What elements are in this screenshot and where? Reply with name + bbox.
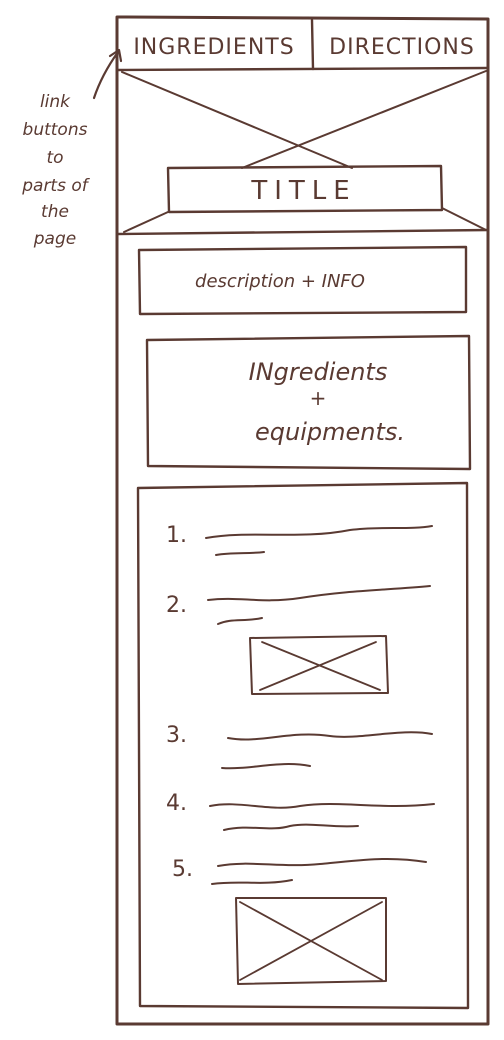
step-3-number: 3.: [166, 723, 187, 748]
page-title: TITLE: [250, 176, 356, 206]
step-5-text-line-2: [211, 879, 293, 885]
step-2-number: 2.: [166, 593, 187, 618]
step-1-text-line-2: [215, 551, 265, 556]
ingredients-plus: +: [310, 386, 327, 410]
annotation-line-3: to: [46, 148, 63, 168]
nav-center-divider: [310, 18, 315, 71]
hero-cross-line-d: [441, 207, 487, 231]
step-5-image-outline: [235, 897, 387, 985]
step-1-number: 1.: [166, 523, 187, 548]
step-5: 5.: [172, 857, 427, 985]
step-4-text-line-2: [223, 823, 359, 831]
ingredients-box-outline: [145, 334, 472, 471]
annotation-arrowhead: [108, 48, 123, 63]
hero-cross-line-b: [241, 70, 487, 169]
directions-box: 1. 2. 3. 4. 5.: [136, 481, 470, 1010]
step-1: 1.: [166, 523, 433, 556]
step-2: 2.: [166, 585, 431, 695]
annotation-line-5: the: [41, 202, 69, 222]
step-5-text-line-1: [217, 857, 427, 867]
step-4-number: 4.: [166, 791, 187, 816]
step-3-text-line-2: [221, 763, 311, 770]
step-5-image-cross-b: [239, 901, 383, 981]
step-5-number: 5.: [172, 857, 193, 882]
hero-bottom-divider: [115, 228, 490, 236]
title-box: TITLE: [166, 164, 444, 214]
hero-cross-line-a: [121, 71, 353, 169]
ingredients-box: INgredients + equipments.: [145, 334, 472, 471]
ingredients-heading: INgredients: [249, 358, 388, 386]
step-5-image-placeholder: [235, 897, 387, 985]
phone-frame: [115, 15, 490, 1026]
description-box: description + INFO: [137, 245, 468, 316]
step-2-text-line-1: [207, 585, 431, 602]
equipments-heading: equipments.: [255, 418, 405, 446]
hero-cross-line-c: [123, 211, 169, 233]
annotation-line-4: parts of: [21, 176, 91, 196]
step-2-image-outline: [249, 635, 389, 695]
step-2-image-cross-b: [259, 641, 377, 691]
step-2-image-placeholder: [249, 635, 389, 695]
step-3: 3.: [166, 723, 433, 770]
hero-image-placeholder: [115, 70, 490, 236]
ingredients-link-label: INGREDIENTS: [133, 35, 294, 60]
directions-box-outline: [136, 481, 470, 1010]
title-box-outline: [166, 164, 444, 214]
annotation-arrow: [92, 50, 120, 100]
step-1-text-line-1: [205, 525, 433, 539]
nav-bar: INGREDIENTS DIRECTIONS: [115, 18, 490, 72]
step-2-text-line-2: [217, 617, 263, 625]
annotation-line-2: buttons: [23, 120, 88, 140]
description-label: description + INFO: [195, 271, 365, 292]
annotation-line-6: page: [33, 229, 76, 249]
step-4-text-line-1: [209, 803, 435, 809]
directions-link-button[interactable]: DIRECTIONS: [314, 20, 486, 68]
nav-bottom-divider: [115, 66, 490, 72]
step-3-text-line-1: [227, 731, 433, 741]
directions-link-label: DIRECTIONS: [329, 35, 475, 60]
annotation-line-1: link: [40, 92, 71, 112]
step-4: 4.: [166, 791, 435, 831]
ingredients-link-button[interactable]: INGREDIENTS: [118, 20, 311, 68]
step-2-image-cross-a: [261, 641, 381, 691]
description-box-outline: [137, 245, 468, 316]
annotation-note: link buttons to parts of the page: [21, 48, 123, 249]
